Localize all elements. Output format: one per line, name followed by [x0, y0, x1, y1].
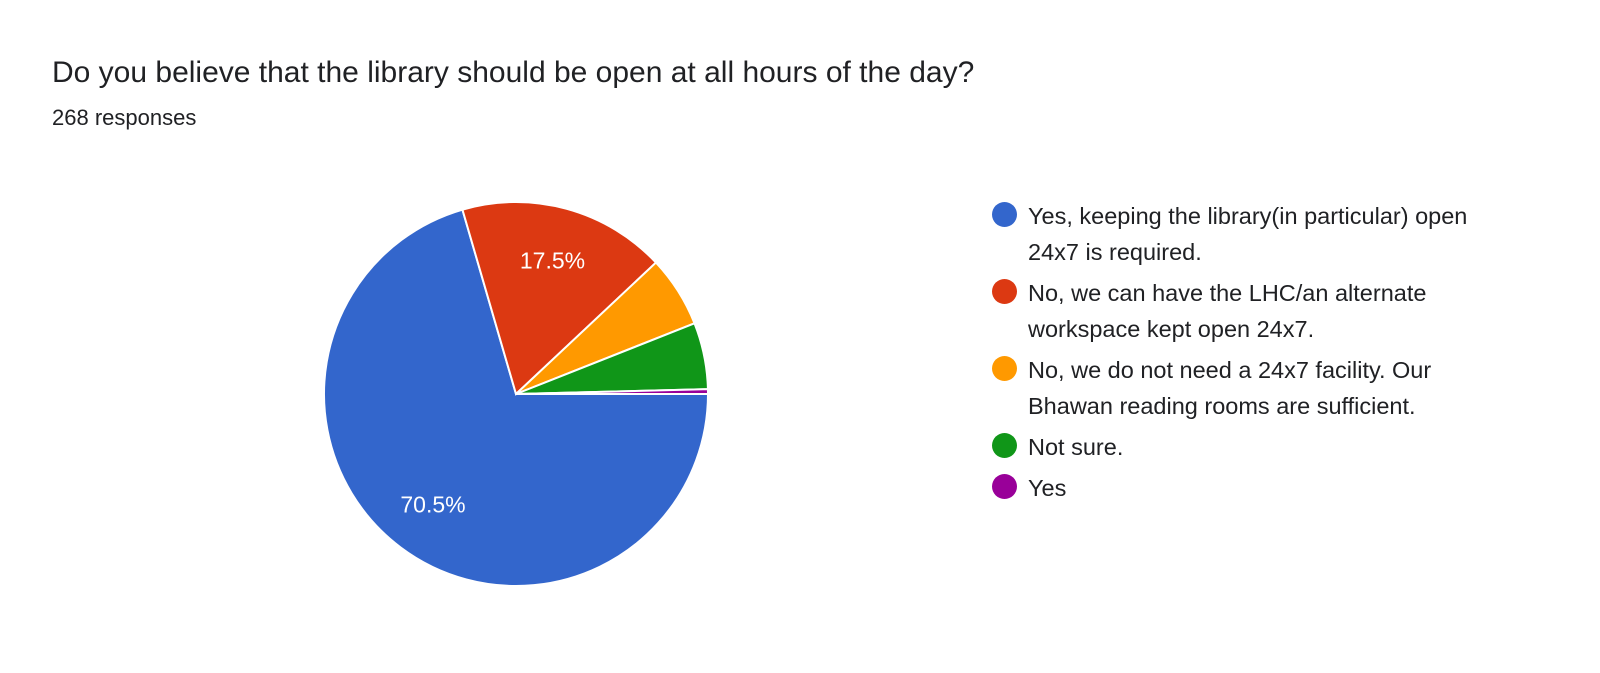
legend-label: No, we can have the LHC/an alternate wor… [1028, 280, 1427, 342]
legend-label: Not sure. [1028, 434, 1124, 460]
pie-slice-0[interactable] [323, 208, 710, 587]
legend-item[interactable]: Not sure. [992, 429, 1488, 465]
legend-label: Yes [1028, 475, 1067, 501]
chart-title: Do you believe that the library should b… [52, 56, 975, 89]
legend-swatch [992, 202, 1017, 227]
pie-chart: 70.5% 17.5% [323, 201, 710, 587]
response-count: 268 responses [52, 105, 197, 130]
legend-item[interactable]: Yes [992, 470, 1488, 506]
legend-label: No, we do not need a 24x7 facility. Our … [1028, 357, 1432, 419]
legend-swatch [992, 433, 1017, 458]
legend: Yes, keeping the library(in particular) … [992, 198, 1488, 511]
legend-item[interactable]: No, we can have the LHC/an alternate wor… [992, 275, 1488, 347]
pie-slice-1[interactable] [461, 201, 658, 396]
legend-label: Yes, keeping the library(in particular) … [1028, 203, 1468, 265]
pie-slice-4[interactable] [515, 388, 710, 395]
legend-item[interactable]: No, we do not need a 24x7 facility. Our … [992, 352, 1488, 424]
legend-item[interactable]: Yes, keeping the library(in particular) … [992, 198, 1488, 270]
slice-data-label: 70.5% [400, 492, 465, 518]
legend-swatch [992, 356, 1017, 381]
legend-swatch [992, 279, 1017, 304]
legend-swatch [992, 474, 1017, 499]
slice-data-label: 17.5% [520, 248, 585, 274]
